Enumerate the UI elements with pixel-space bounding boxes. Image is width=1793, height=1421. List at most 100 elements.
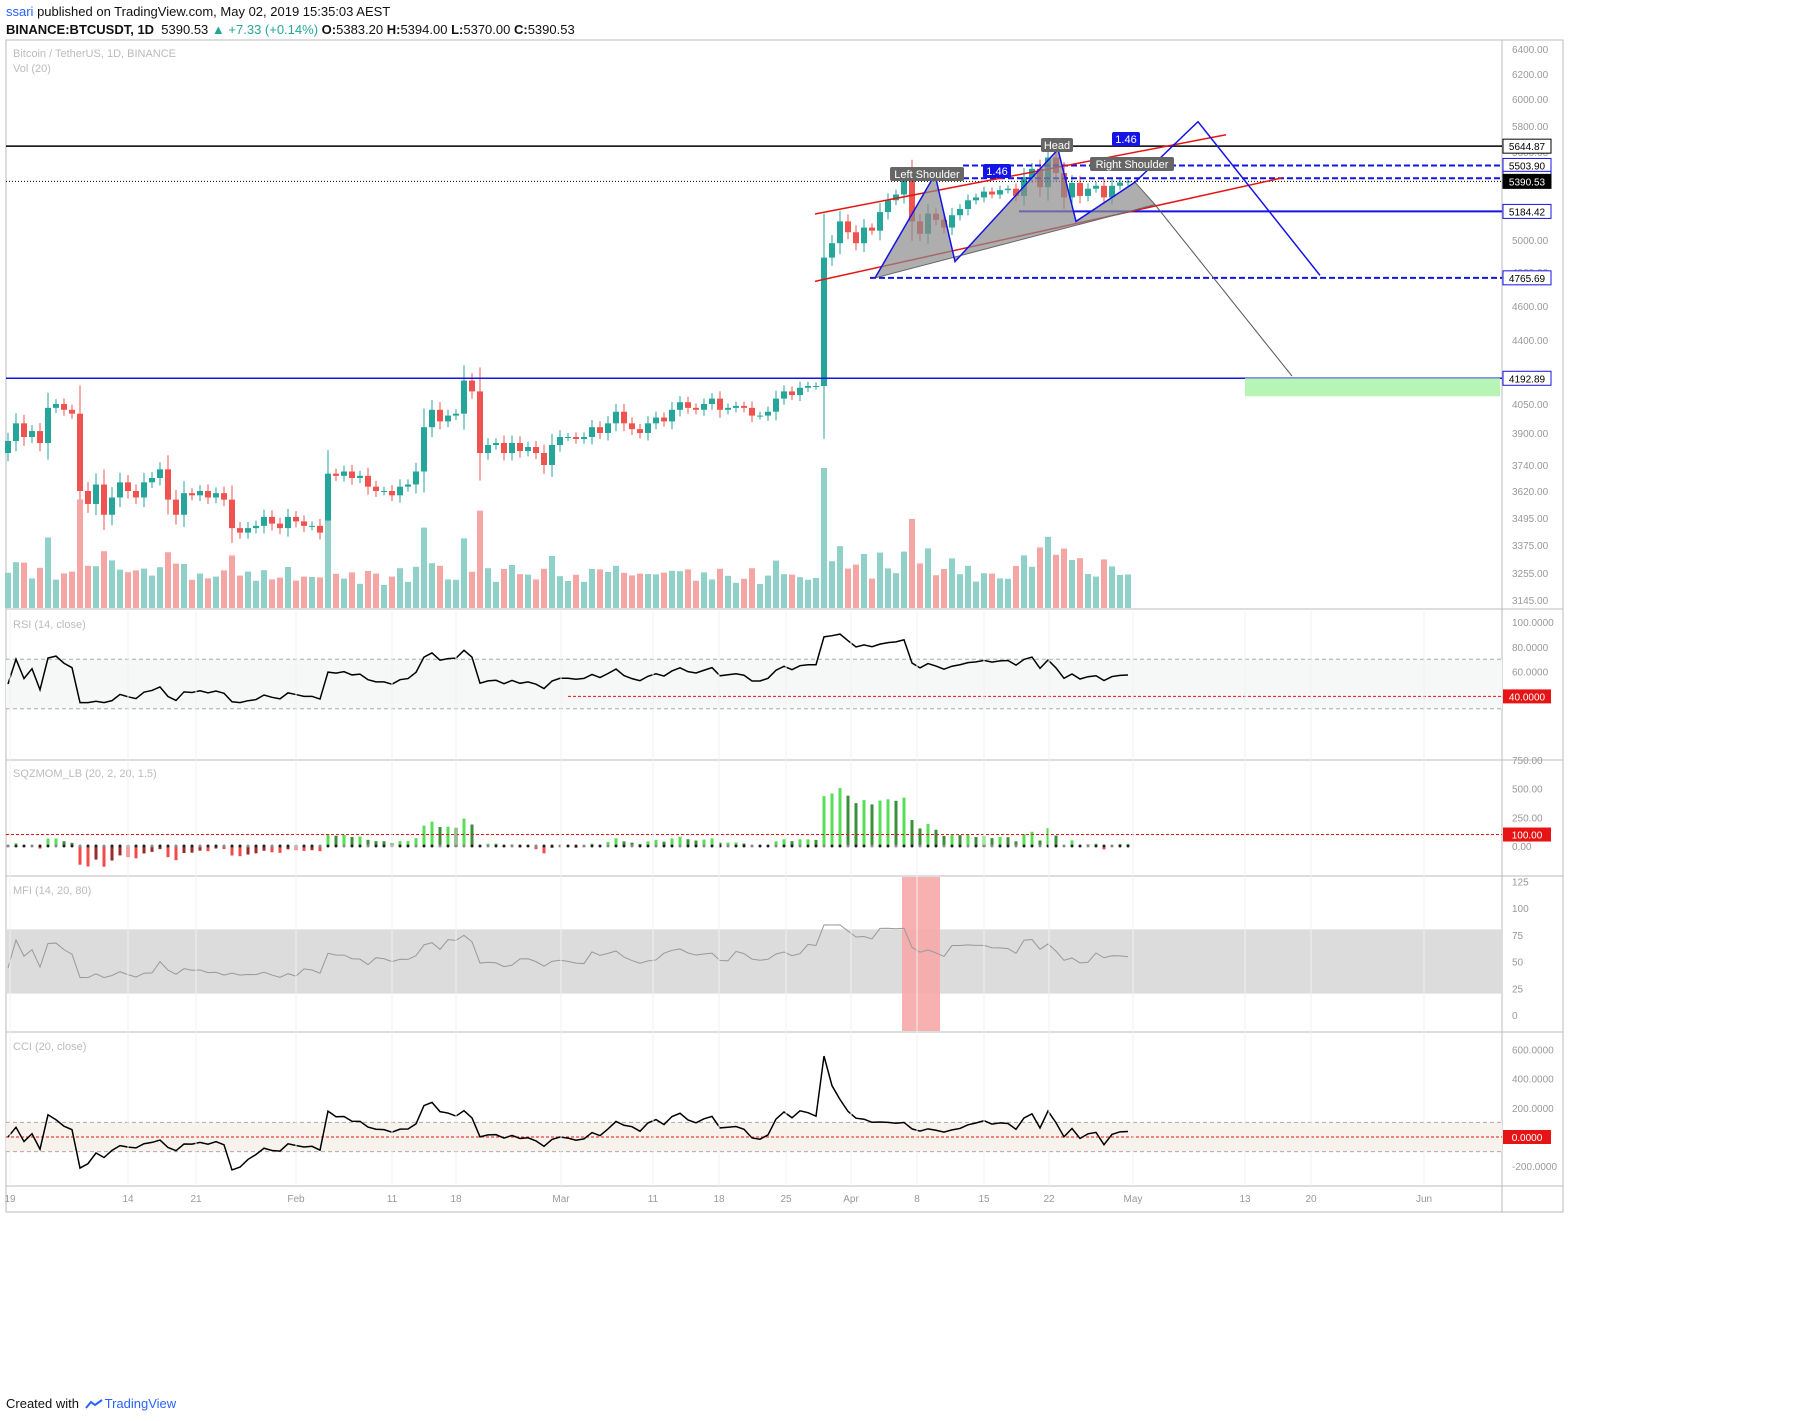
candle-body <box>901 177 907 195</box>
candle-body <box>453 413 459 416</box>
mfi-overbought-highlight <box>902 877 940 1031</box>
squeeze-dot <box>118 844 122 848</box>
candle-body <box>141 482 147 498</box>
price-axis-label: 5184.42 <box>1509 207 1546 218</box>
squeeze-dot <box>54 844 58 848</box>
cci-title: CCI (20, close) <box>13 1041 86 1053</box>
price-pane-title: Bitcoin / TetherUS, 1D, BINANCE <box>13 48 176 60</box>
candle-body <box>421 427 427 472</box>
volume-bar <box>1037 547 1043 608</box>
volume-bar <box>589 569 595 608</box>
price-tick-label: 3145.00 <box>1512 596 1549 607</box>
squeeze-dot <box>318 844 322 848</box>
mfi-line <box>7 924 1129 979</box>
volume-bar <box>245 571 251 608</box>
candle-body <box>429 409 435 428</box>
candle-body <box>213 493 219 498</box>
squeeze-dot <box>350 844 354 848</box>
volume-bar <box>645 574 651 608</box>
volume-bar <box>437 565 443 608</box>
price-axis-label-box <box>1502 138 1552 154</box>
squeeze-dot <box>430 844 434 848</box>
volume-bar <box>805 579 811 608</box>
candle-body <box>565 437 571 438</box>
time-tick-label: 19 <box>4 1194 16 1205</box>
sqzmom-bar <box>1030 831 1034 846</box>
sqzmom-bar <box>870 804 874 846</box>
squeeze-dot <box>606 844 610 848</box>
candle-body <box>69 409 75 414</box>
volume-bar <box>605 572 611 608</box>
rsi-title: RSI (14, close) <box>13 619 86 631</box>
sqzmom-bar <box>334 835 338 846</box>
price-axis-label: 4765.69 <box>1509 274 1546 285</box>
squeeze-dot <box>470 844 474 848</box>
volume-bar <box>61 573 67 608</box>
squeeze-dot <box>918 844 922 848</box>
volume-bar <box>189 579 195 608</box>
sqzmom-bar <box>1038 840 1042 846</box>
sqzmom-bar <box>958 835 962 846</box>
volume-bar <box>405 581 411 608</box>
volume-bar <box>133 570 139 608</box>
squeeze-dot <box>30 844 34 848</box>
high-label: H: <box>386 22 401 37</box>
candle-body <box>93 484 99 504</box>
squeeze-dot <box>782 844 786 848</box>
candle-body <box>589 427 595 437</box>
chart-frame <box>5 39 1564 1213</box>
sqzmom-bar <box>774 841 778 846</box>
left-shoulder-label: Left Shoulder <box>894 169 960 181</box>
mfi-title: MFI (14, 20, 80) <box>13 885 91 897</box>
symbol-label[interactable]: BINANCE:BTCUSDT, 1D <box>6 22 155 37</box>
candle-body <box>549 445 555 465</box>
tradingview-brand[interactable]: TradingView <box>104 1396 177 1411</box>
candle-body <box>669 409 675 422</box>
right-shoulder-label-bg <box>1090 157 1174 171</box>
candle-body <box>853 232 859 244</box>
candle-body <box>533 447 539 453</box>
squeeze-dot <box>334 844 338 848</box>
volume-bar <box>309 577 315 608</box>
squeeze-dot <box>326 844 330 848</box>
volume-bar <box>373 573 379 608</box>
sqzmom-bar <box>406 841 410 846</box>
candle-body <box>701 404 707 410</box>
volume-bar <box>885 568 891 608</box>
rsi-tick-label: 100.0000 <box>1512 618 1554 629</box>
last-price: 5390.53 <box>161 22 209 37</box>
squeeze-dot <box>854 844 858 848</box>
candle-body <box>221 493 227 500</box>
sqzmom-bar <box>70 842 74 846</box>
squeeze-dot <box>206 844 210 848</box>
candle-body <box>13 423 19 441</box>
squeeze-dot <box>1022 844 1026 848</box>
squeeze-dot <box>726 844 730 848</box>
channel-upper-line <box>814 133 1227 215</box>
squeeze-dot <box>166 844 170 848</box>
cci-tick-label: 600.0000 <box>1512 1045 1554 1056</box>
rsi-band <box>6 659 1502 709</box>
volume-bar <box>957 574 963 608</box>
squeeze-dot <box>710 844 714 848</box>
candle-body <box>149 478 155 483</box>
sqzmom-bar <box>918 828 922 846</box>
volume-bar <box>461 538 467 608</box>
volume-bar <box>613 565 619 608</box>
sqzmom-bar <box>878 800 882 846</box>
rsi-line <box>7 633 1129 704</box>
volume-bar <box>1109 566 1115 608</box>
sqzmom-bar <box>894 800 898 846</box>
volume-bar <box>1021 555 1027 608</box>
price-chart[interactable]: 6400.006200.006000.005800.005600.005400.… <box>0 0 1793 1390</box>
sqzmom-bar <box>902 797 906 846</box>
author-link[interactable]: ssari <box>6 4 34 19</box>
published-text: published on TradingView.com, May 02, 20… <box>37 4 391 19</box>
mfi-tick-label: 75 <box>1512 931 1524 942</box>
squeeze-dot <box>102 844 106 848</box>
candle-body <box>965 200 971 209</box>
candle-body <box>317 525 323 533</box>
sqzmom-bar <box>254 846 258 854</box>
volume-bar <box>413 566 419 608</box>
candle-body <box>509 443 515 453</box>
